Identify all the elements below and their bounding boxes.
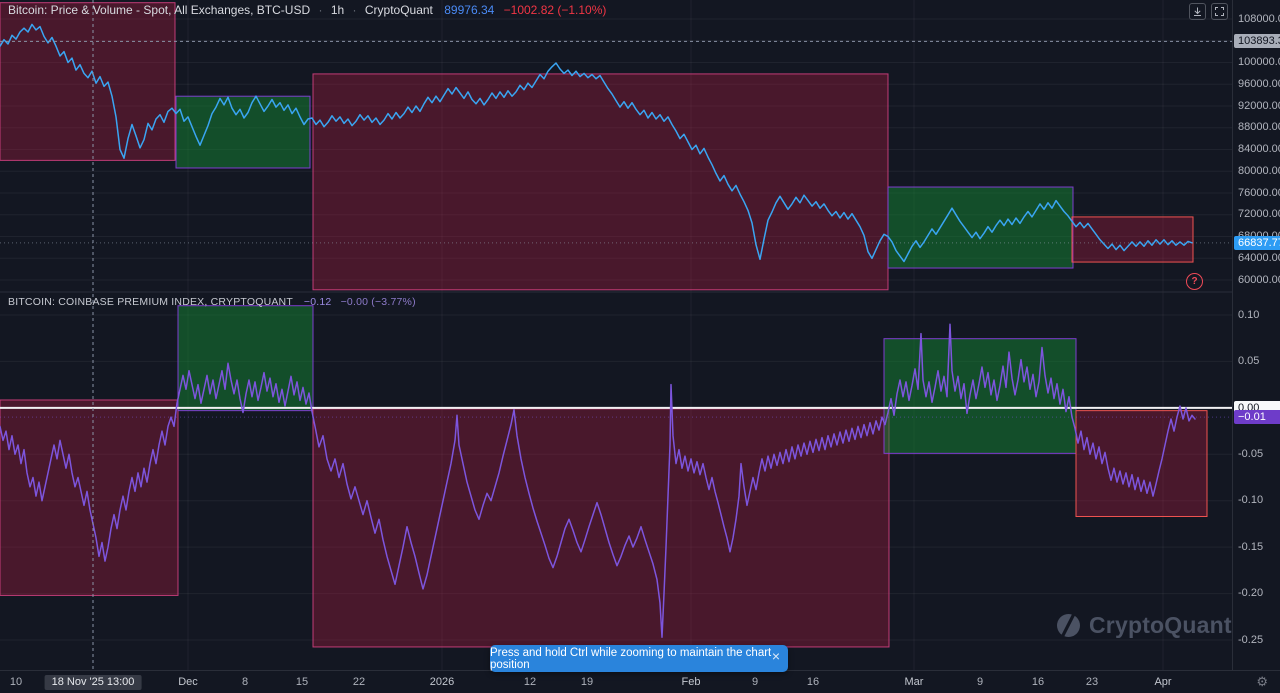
price-axis-tick-label: 92000.00: [1238, 99, 1280, 112]
crosshair-price-label: 103893.39: [1234, 34, 1280, 49]
bullish-region-box: [883, 338, 1077, 454]
vendor-label: CryptoQuant: [364, 3, 433, 17]
symbol-legend: Bitcoin: Price & Volume - Spot, All Exch…: [8, 3, 606, 17]
time-axis-tick-label: Dec: [178, 676, 198, 688]
time-axis-tick-label: 23: [1085, 676, 1099, 688]
price-axis-tick-label: -0.10: [1238, 494, 1264, 507]
time-axis-tick-label: Mar: [904, 676, 924, 688]
indicator-legend: BITCOIN: COINBASE PREMIUM INDEX, CRYPTOQ…: [8, 296, 416, 308]
time-axis[interactable]: ⚙ 1024Dec8152220261219Feb916Mar91623Apr1…: [0, 670, 1280, 693]
price-axis-tick-label: 84000.00: [1238, 143, 1280, 155]
toast-close-icon[interactable]: ×: [771, 648, 780, 664]
price-axis-tick-label: 64000.00: [1238, 251, 1280, 264]
crosshair-time-label: 18 Nov '25 13:00: [44, 675, 142, 690]
time-axis-tick-label: 9: [976, 676, 984, 688]
cryptoquant-logo-icon: [1057, 612, 1080, 639]
price-axis-tick-label: 60000.00: [1238, 273, 1280, 286]
time-axis-tick-label: 22: [352, 676, 366, 688]
watermark-text: CryptoQuant: [1089, 612, 1232, 638]
price-axis-tick-label: 88000.00: [1238, 121, 1280, 134]
bullish-region-box: [887, 186, 1074, 269]
attribution-help-icon[interactable]: ?: [1186, 273, 1203, 290]
premium-pane: [0, 305, 1232, 648]
chart-canvas[interactable]: [0, 0, 1232, 670]
price-axis-tick-label: -0.25: [1238, 633, 1264, 646]
last-price-value: 89976.34: [444, 3, 495, 17]
time-axis-tick-label: 12: [523, 676, 537, 688]
price-axis-tick-label: 100000.00: [1238, 56, 1280, 68]
price-axis-tick-label: 0.05: [1238, 354, 1260, 367]
price-change-value: −1002.82 (−1.10%): [503, 3, 607, 17]
bearish-region-box: [312, 408, 890, 648]
price-axis-tick-label: 96000.00: [1238, 77, 1280, 90]
price-floating-value-label: 66837.77: [1234, 235, 1280, 250]
time-axis-tick-label: 16: [806, 676, 820, 688]
time-axis-tick-label: 2026: [429, 676, 455, 688]
legend-separator: ·: [352, 3, 357, 17]
price-axis-tick-label: 80000.00: [1238, 164, 1280, 177]
price-axis-tick-label: 108000.00: [1238, 12, 1280, 25]
premium-floating-value-label: −0.01: [1234, 410, 1280, 425]
price-axis-tick-label: 72000.00: [1238, 208, 1280, 221]
scroll-to-recent-icon[interactable]: [1189, 3, 1206, 20]
bearish-region-box: [0, 2, 176, 161]
premium-series-line: [0, 323, 1196, 638]
indicator-change: −0.00 (−3.77%): [340, 296, 416, 308]
time-axis-tick-label: 15: [295, 676, 309, 688]
fullscreen-icon[interactable]: [1211, 3, 1228, 20]
symbol-title[interactable]: Bitcoin: Price & Volume - Spot, All Exch…: [8, 3, 311, 17]
bearish-region-box: [0, 399, 179, 596]
timeframe-selector[interactable]: 1h: [330, 3, 345, 17]
price-pane: [0, 2, 1232, 291]
zoom-hint-toast: Press and hold Ctrl while zooming to mai…: [490, 645, 788, 672]
time-axis-tick-label: 19: [580, 676, 594, 688]
chart-plot-area[interactable]: Bitcoin: Price & Volume - Spot, All Exch…: [0, 0, 1232, 672]
bearish-region-box: [1071, 216, 1194, 263]
axis-settings-gear-icon[interactable]: ⚙: [1256, 674, 1268, 689]
time-axis-tick-label: 16: [1031, 676, 1045, 688]
bearish-region-box: [312, 73, 889, 291]
indicator-title[interactable]: BITCOIN: COINBASE PREMIUM INDEX, CRYPTOQ…: [8, 296, 293, 308]
toast-message: Press and hold Ctrl while zooming to mai…: [490, 646, 772, 671]
chart-toolbar: [1189, 3, 1228, 20]
time-axis-tick-label: 8: [241, 676, 249, 688]
price-axis-tick-label: -0.15: [1238, 540, 1264, 553]
time-axis-tick-label: Feb: [681, 676, 701, 688]
time-axis-tick-label: 9: [751, 676, 759, 688]
expand-corners-icon: [1215, 7, 1224, 16]
price-axis-tick-label: 0.10: [1238, 308, 1260, 321]
price-axis[interactable]: 108000.00104000.00100000.0096000.0092000…: [1232, 0, 1280, 670]
arrow-down-icon: [1194, 7, 1201, 16]
price-axis-tick-label: -0.05: [1238, 447, 1264, 460]
cryptoquant-watermark: CryptoQuant: [1055, 612, 1232, 639]
price-axis-tick-label: -0.20: [1238, 587, 1264, 600]
price-axis-tick-label: 76000.00: [1238, 186, 1280, 199]
legend-separator: ·: [318, 3, 323, 17]
time-axis-tick-label: 10: [9, 676, 23, 688]
indicator-value: −0.12: [303, 296, 332, 308]
bearish-region-box: [1075, 410, 1208, 517]
time-axis-tick-label: Apr: [1154, 676, 1172, 688]
price-series-line: [0, 23, 1193, 263]
bullish-region-box: [175, 95, 311, 169]
